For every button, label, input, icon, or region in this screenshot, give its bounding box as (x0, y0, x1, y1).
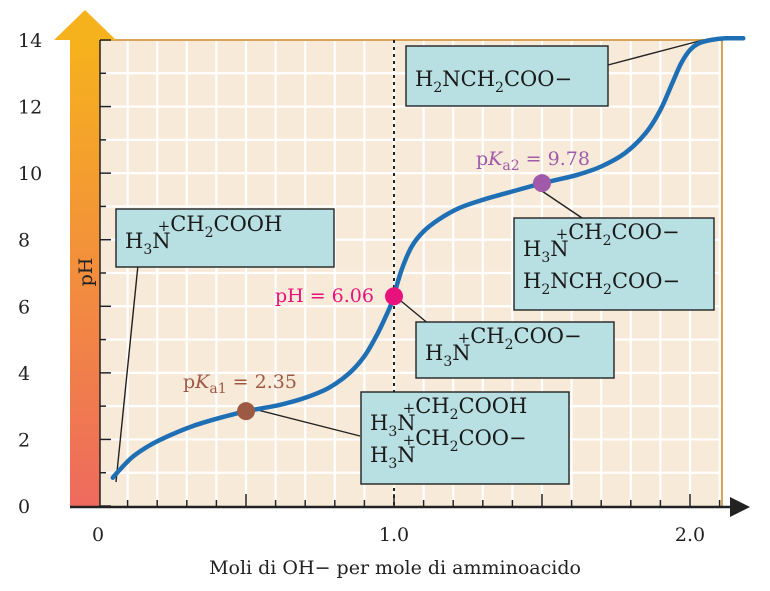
connector-line (115, 264, 139, 483)
y-tick-label: 10 (18, 163, 42, 185)
species-box-frame (513, 217, 715, 311)
key-point-marker (385, 287, 403, 306)
x-tick-label: 1.0 (379, 524, 409, 546)
species-formula: H3N+CH2COO− (523, 220, 680, 266)
key-point-marker (533, 174, 551, 193)
species-box-frame (415, 321, 615, 379)
species-annotations: H3N+CH2COOHH3N+CH2COOHH3N+CH2COO−H3N+CH2… (115, 45, 715, 485)
species-formula: H3N+CH2COOH (125, 212, 282, 258)
key-point-label: pH = 6.06 (275, 285, 374, 307)
species-box: H3N+CH2COOH (115, 208, 335, 268)
key-point-label: pKa1 = 2.35 (183, 371, 297, 397)
y-tick-label: 8 (18, 230, 30, 252)
x-tick-label: 0 (92, 524, 104, 546)
species-formula: H3N+CH2COO− (370, 426, 527, 472)
ph-arrow-head (54, 10, 116, 40)
species-formula: H3N+CH2COOH (370, 394, 527, 440)
key-point-label: pKa2 = 9.78 (476, 148, 590, 174)
connector-line (607, 39, 704, 66)
species-formula: H2NCH2COO− (415, 67, 572, 96)
y-tick-label: 14 (18, 30, 42, 52)
y-tick-label: 6 (18, 296, 30, 318)
species-formula: H2NCH2COO− (523, 269, 680, 298)
species-box-frame (115, 208, 335, 268)
key-points: pKa1 = 2.35 pH = 6.06 pKa2 = 9.78 (183, 148, 590, 421)
titration-curve (110, 35, 746, 480)
species-box: H2NCH2COO− (405, 45, 609, 107)
y-axis-arrow (54, 10, 116, 507)
y-tick-label: 12 (18, 97, 42, 119)
x-tick-labels: 0 1.0 2.0 (92, 524, 705, 546)
species-formula: H3N+CH2COO− (425, 324, 582, 370)
key-point-marker (237, 402, 255, 421)
species-box: H3N+CH2COO− (415, 321, 615, 379)
y-tick-labels: 0 2 4 6 8 10 12 14 (18, 30, 42, 518)
connector-line (253, 408, 361, 437)
ph-gradient-bar (70, 40, 100, 507)
x-axis-label: Moli di OH− per mole di amminoacido (209, 557, 581, 579)
species-box-frame (405, 45, 609, 107)
x-tick-label: 2.0 (675, 524, 705, 546)
y-axis-label: pH (75, 258, 97, 287)
plot-frame (100, 39, 723, 506)
x-axis-arrow-head (730, 497, 750, 517)
species-box: H3N+CH2COO− H2NCH2COO− (513, 217, 715, 311)
y-tick-label: 2 (18, 429, 30, 451)
y-tick-label: 0 (18, 496, 30, 518)
annotation-connectors (115, 39, 704, 483)
y-tick-label: 4 (18, 363, 30, 385)
species-box-frame (360, 391, 570, 485)
